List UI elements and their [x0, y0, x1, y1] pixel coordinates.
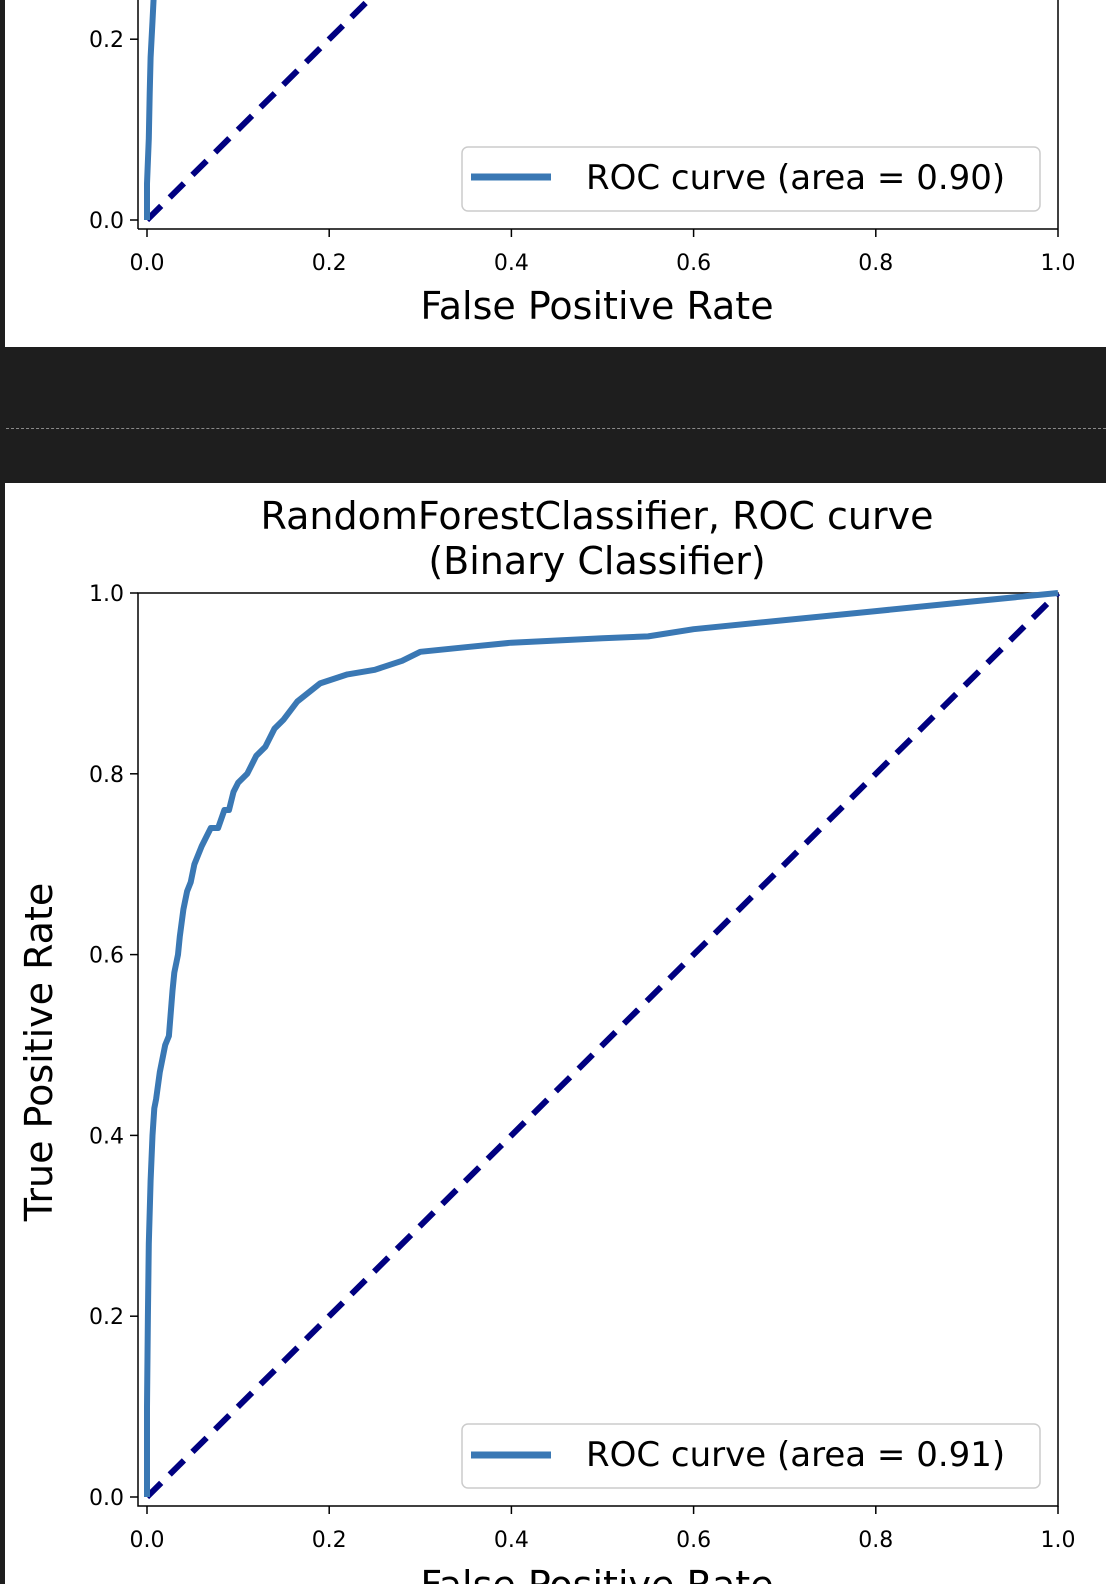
y-tick-label: 0.2 — [89, 1305, 124, 1330]
legend-box — [461, 1423, 1041, 1489]
y-tick-label: 0.0 — [89, 209, 124, 234]
x-tick-label: 0.2 — [312, 1528, 347, 1553]
x-tick-label: 0.4 — [494, 251, 529, 276]
y-tick-label: 1.0 — [89, 582, 124, 607]
y-tick-label: 0.4 — [89, 1124, 124, 1149]
x-tick-label: 1.0 — [1041, 1528, 1076, 1553]
y-tick-label: 0.0 — [89, 1486, 124, 1511]
roc-chart-bottom: RandomForestClassifier, ROC curve (Binar… — [17, 494, 1076, 1584]
x-tick-label: 0.6 — [676, 251, 711, 276]
x-tick-label: 0.8 — [858, 251, 893, 276]
x-tick-label: 0.2 — [312, 251, 347, 276]
roc-curve-line — [144, 590, 1059, 1497]
y-axis-label: True Positive Rate — [17, 883, 61, 1223]
x-tick-label: 0.0 — [130, 1528, 165, 1553]
y-tick-label: 0.8 — [89, 763, 124, 788]
plot-area-frame — [137, 592, 1059, 1507]
x-tick-label: 0.0 — [130, 251, 165, 276]
roc-chart-top: 0.0 0.2 0.0 0.2 0.4 0.6 0.8 1.0 ROC curve (are… — [89, 0, 1076, 328]
chance-diagonal-line — [144, 590, 1061, 1500]
cell-separator — [6, 428, 1106, 429]
legend-label: ROC curve (area = 0.91) — [586, 1435, 1005, 1475]
legend-box — [461, 146, 1041, 212]
x-tick-label: 1.0 — [1041, 251, 1076, 276]
y-tick-label: 0.6 — [89, 944, 124, 969]
x-tick-label: 0.8 — [858, 1528, 893, 1553]
chart-title-line-1: RandomForestClassifier, ROC curve — [261, 494, 934, 538]
chart-title-line-2: (Binary Classifier) — [428, 539, 765, 583]
x-tick-label: 0.4 — [494, 1528, 529, 1553]
x-tick-label: 0.6 — [676, 1528, 711, 1553]
y-tick-label: 0.2 — [89, 28, 124, 53]
roc-curve-line — [144, 0, 157, 220]
x-axis-label: False Positive Rate — [420, 284, 773, 328]
chart-panel-top: 0.0 0.2 0.0 0.2 0.4 0.6 0.8 1.0 ROC curve (are… — [5, 0, 1106, 347]
legend-label: ROC curve (area = 0.90) — [586, 158, 1005, 198]
x-axis-label: False Positive Rate — [420, 1563, 773, 1584]
chart-panel-bottom: RandomForestClassifier, ROC curve (Binar… — [5, 483, 1106, 1584]
